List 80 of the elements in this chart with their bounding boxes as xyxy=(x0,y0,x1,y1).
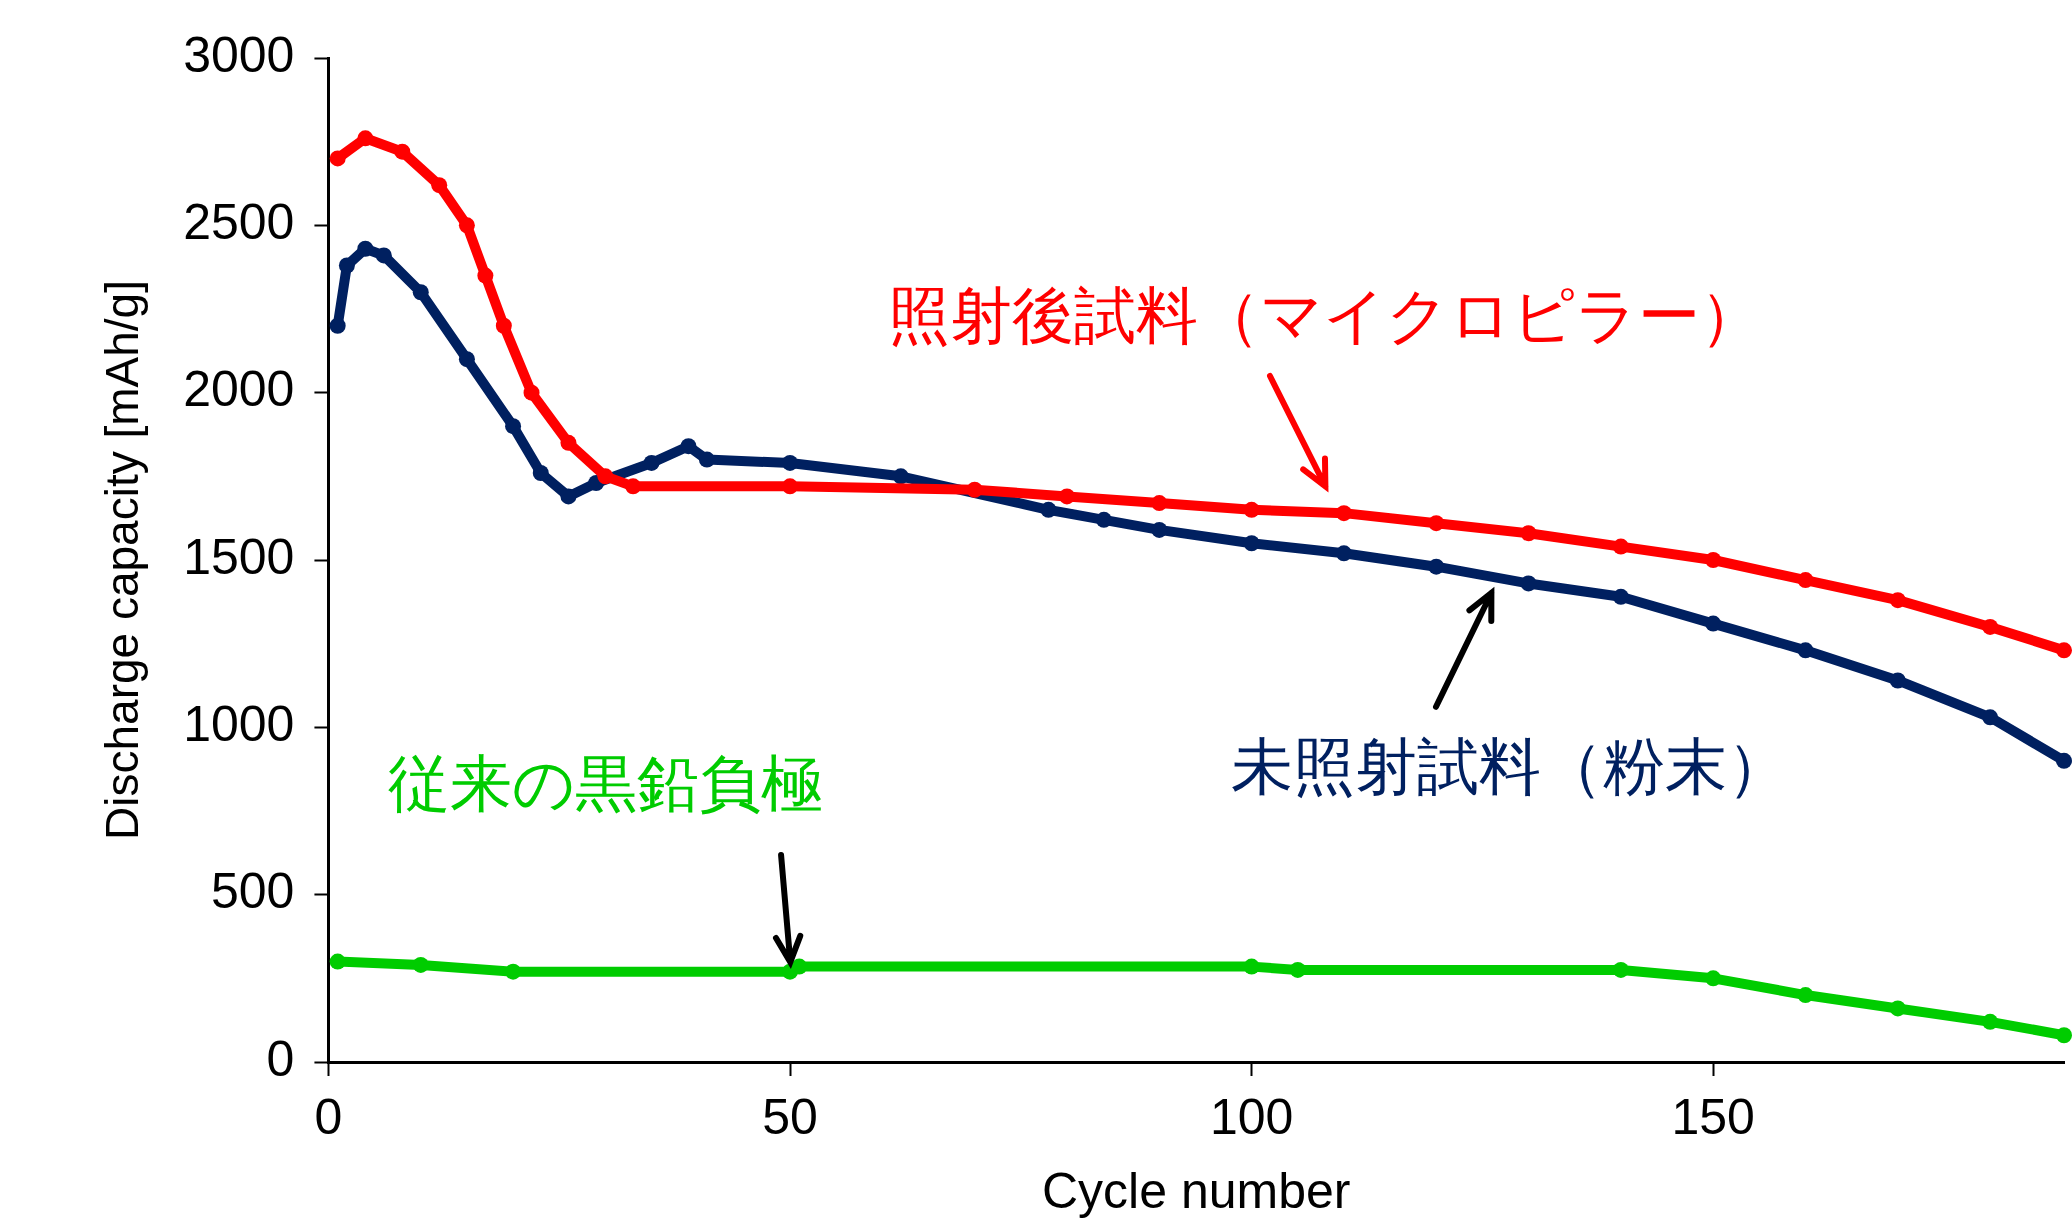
x-axis-title: Cycle number xyxy=(1041,1162,1351,1219)
x-tick-label: 150 xyxy=(1671,1088,1755,1145)
point xyxy=(966,481,983,498)
point xyxy=(1289,961,1306,978)
point xyxy=(1705,970,1722,987)
text: 照射後試料（マイクロピラー） xyxy=(888,277,1763,354)
point xyxy=(1040,501,1057,518)
point xyxy=(1797,572,1814,589)
point xyxy=(1428,558,1445,575)
point xyxy=(560,434,577,451)
point xyxy=(458,351,475,368)
point xyxy=(782,478,799,495)
point xyxy=(2056,1027,2072,1044)
point xyxy=(1243,958,1260,975)
point xyxy=(1889,672,1906,689)
x-tick-label: 50 xyxy=(762,1088,818,1145)
x-tick-label: 0 xyxy=(314,1088,343,1145)
point xyxy=(329,317,346,334)
point xyxy=(1520,525,1537,542)
y-tick-label: 0 xyxy=(266,1030,295,1087)
point xyxy=(412,284,429,301)
point xyxy=(1982,618,1999,635)
point xyxy=(329,150,346,167)
point xyxy=(412,956,429,973)
point xyxy=(1095,511,1112,528)
point xyxy=(1428,515,1445,532)
point xyxy=(523,384,540,401)
point xyxy=(1151,521,1168,538)
y-tick-label: 1000 xyxy=(183,696,295,753)
point xyxy=(680,438,697,455)
point xyxy=(2056,752,2072,769)
y-axis-title: Discharge capacity [mAh/g] xyxy=(96,280,149,840)
point xyxy=(597,468,614,485)
point xyxy=(329,953,346,970)
x-tick-label: 100 xyxy=(1209,1088,1294,1145)
point xyxy=(431,177,448,194)
point xyxy=(357,130,374,147)
point xyxy=(1335,545,1352,562)
point xyxy=(1612,588,1629,605)
point xyxy=(1243,501,1260,518)
point xyxy=(458,217,475,234)
point xyxy=(782,454,799,471)
point xyxy=(338,257,355,274)
point xyxy=(505,418,522,435)
point xyxy=(791,958,808,975)
point xyxy=(357,240,374,257)
point xyxy=(1612,538,1629,555)
y-tick-label: 500 xyxy=(210,863,295,920)
point xyxy=(1705,615,1722,632)
point xyxy=(1889,592,1906,609)
y-tick-label: 1500 xyxy=(183,528,295,585)
point xyxy=(1889,1000,1906,1017)
point xyxy=(495,317,512,334)
point xyxy=(505,963,522,980)
y-tick-label: 2000 xyxy=(183,361,295,418)
point xyxy=(892,468,909,485)
point xyxy=(394,143,411,160)
point xyxy=(1797,987,1814,1004)
point xyxy=(1058,488,1075,505)
point xyxy=(1982,1013,1999,1030)
point xyxy=(375,247,392,264)
text: 従来の黒鉛負極 xyxy=(387,746,823,823)
point xyxy=(477,267,494,284)
y-tick-label: 3000 xyxy=(183,26,295,83)
point xyxy=(1797,642,1814,659)
point xyxy=(560,488,577,505)
point xyxy=(532,464,549,481)
point xyxy=(1705,552,1722,568)
point xyxy=(1612,961,1629,978)
point xyxy=(1982,709,1999,726)
point xyxy=(1520,575,1537,592)
y-tick-label: 2500 xyxy=(183,194,295,251)
point xyxy=(1151,495,1168,512)
series-label: 未照射試料（粉末） xyxy=(1231,729,1790,806)
point xyxy=(2056,642,2072,659)
point xyxy=(698,451,715,468)
point xyxy=(643,454,660,471)
point xyxy=(1243,535,1260,552)
point xyxy=(1335,505,1352,522)
point xyxy=(625,478,642,495)
